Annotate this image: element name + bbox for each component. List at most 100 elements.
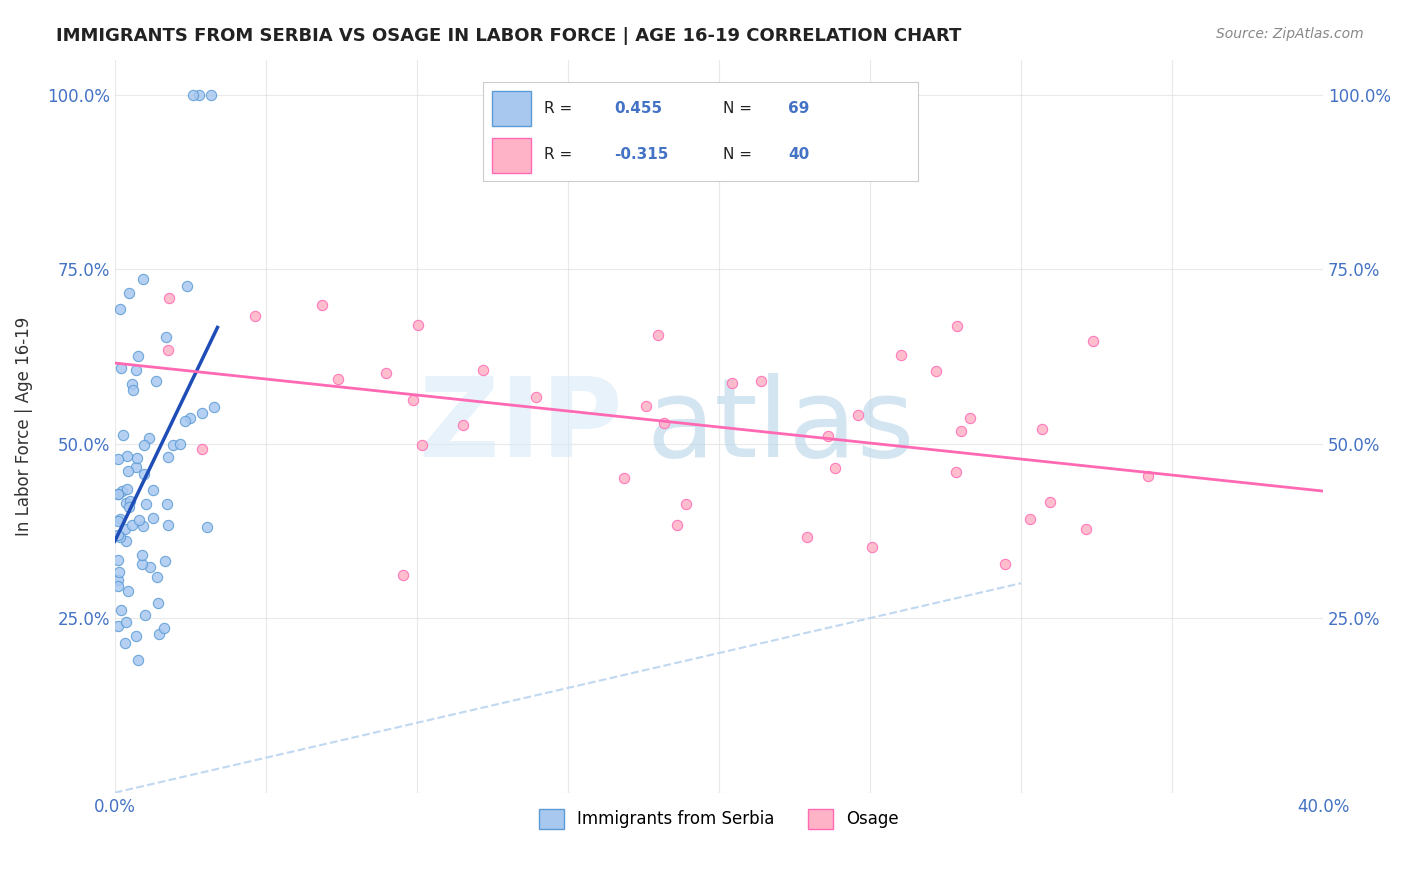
Text: atlas: atlas: [647, 373, 915, 480]
Point: [127, 652, 149, 666]
Point: [889, 348, 911, 362]
Point: [115, 449, 138, 463]
Point: [138, 431, 160, 445]
Point: [122, 384, 145, 398]
Point: [114, 523, 136, 537]
Point: [110, 360, 132, 375]
Point: [634, 399, 657, 413]
Text: IMMIGRANTS FROM SERBIA VS OSAGE IN LABOR FORCE | AGE 16-19 CORRELATION CHART: IMMIGRANTS FROM SERBIA VS OSAGE IN LABOR…: [56, 27, 962, 45]
Point: [125, 362, 148, 376]
Point: [128, 513, 150, 527]
Point: [117, 464, 139, 478]
Point: [1137, 469, 1160, 483]
Point: [121, 518, 143, 533]
Point: [471, 362, 494, 376]
Point: [817, 429, 839, 443]
Point: [1031, 422, 1053, 436]
Point: [131, 548, 153, 562]
Point: [134, 608, 156, 623]
Point: [392, 568, 415, 582]
Point: [613, 471, 636, 485]
Point: [860, 541, 883, 555]
Point: [132, 438, 155, 452]
Point: [145, 374, 167, 388]
Point: [124, 459, 146, 474]
Point: [647, 328, 669, 343]
Point: [131, 558, 153, 572]
Point: [138, 560, 160, 574]
Point: [451, 418, 474, 433]
Point: [118, 500, 141, 515]
Point: [132, 272, 155, 286]
Legend: Immigrants from Serbia, Osage: Immigrants from Serbia, Osage: [533, 802, 905, 836]
Point: [191, 406, 214, 420]
Point: [174, 414, 197, 428]
Point: [155, 554, 177, 568]
Point: [946, 319, 969, 334]
Point: [125, 450, 148, 465]
Point: [127, 349, 149, 363]
Point: [125, 629, 148, 643]
Point: [107, 487, 129, 501]
Point: [107, 552, 129, 566]
Point: [108, 512, 131, 526]
Point: [243, 309, 266, 323]
Point: [111, 484, 134, 499]
Point: [176, 278, 198, 293]
Text: ZIP: ZIP: [419, 373, 623, 480]
Point: [110, 301, 132, 316]
Point: [1081, 334, 1104, 349]
Point: [146, 596, 169, 610]
Point: [156, 450, 179, 465]
Point: [146, 570, 169, 584]
Point: [524, 390, 547, 404]
Point: [796, 530, 818, 544]
Point: [326, 372, 349, 386]
Y-axis label: In Labor Force | Age 16-19: In Labor Force | Age 16-19: [15, 317, 32, 536]
Point: [156, 497, 179, 511]
Text: Source: ZipAtlas.com: Source: ZipAtlas.com: [1216, 27, 1364, 41]
Point: [375, 366, 398, 380]
Point: [181, 87, 204, 102]
Point: [666, 517, 689, 532]
Point: [115, 495, 138, 509]
Point: [1019, 511, 1042, 525]
Point: [114, 534, 136, 549]
Point: [162, 438, 184, 452]
Point: [110, 602, 132, 616]
Point: [155, 330, 177, 344]
Point: [824, 460, 846, 475]
Point: [169, 437, 191, 451]
Point: [148, 627, 170, 641]
Point: [107, 574, 129, 588]
Point: [117, 584, 139, 599]
Point: [200, 87, 222, 102]
Point: [107, 528, 129, 542]
Point: [401, 393, 423, 408]
Point: [134, 467, 156, 481]
Point: [153, 621, 176, 635]
Point: [950, 424, 973, 438]
Point: [157, 343, 180, 358]
Point: [157, 291, 180, 305]
Point: [118, 285, 141, 300]
Point: [108, 530, 131, 544]
Point: [112, 427, 135, 442]
Point: [107, 619, 129, 633]
Point: [411, 438, 433, 452]
Point: [675, 497, 697, 511]
Point: [959, 411, 981, 425]
Point: [924, 364, 946, 378]
Point: [848, 409, 870, 423]
Point: [114, 615, 136, 629]
Point: [142, 510, 165, 524]
Point: [107, 487, 129, 501]
Point: [749, 374, 772, 388]
Point: [652, 416, 675, 430]
Point: [107, 451, 129, 466]
Point: [114, 636, 136, 650]
Point: [311, 298, 333, 312]
Point: [1074, 522, 1097, 536]
Point: [1039, 494, 1062, 508]
Point: [121, 377, 143, 392]
